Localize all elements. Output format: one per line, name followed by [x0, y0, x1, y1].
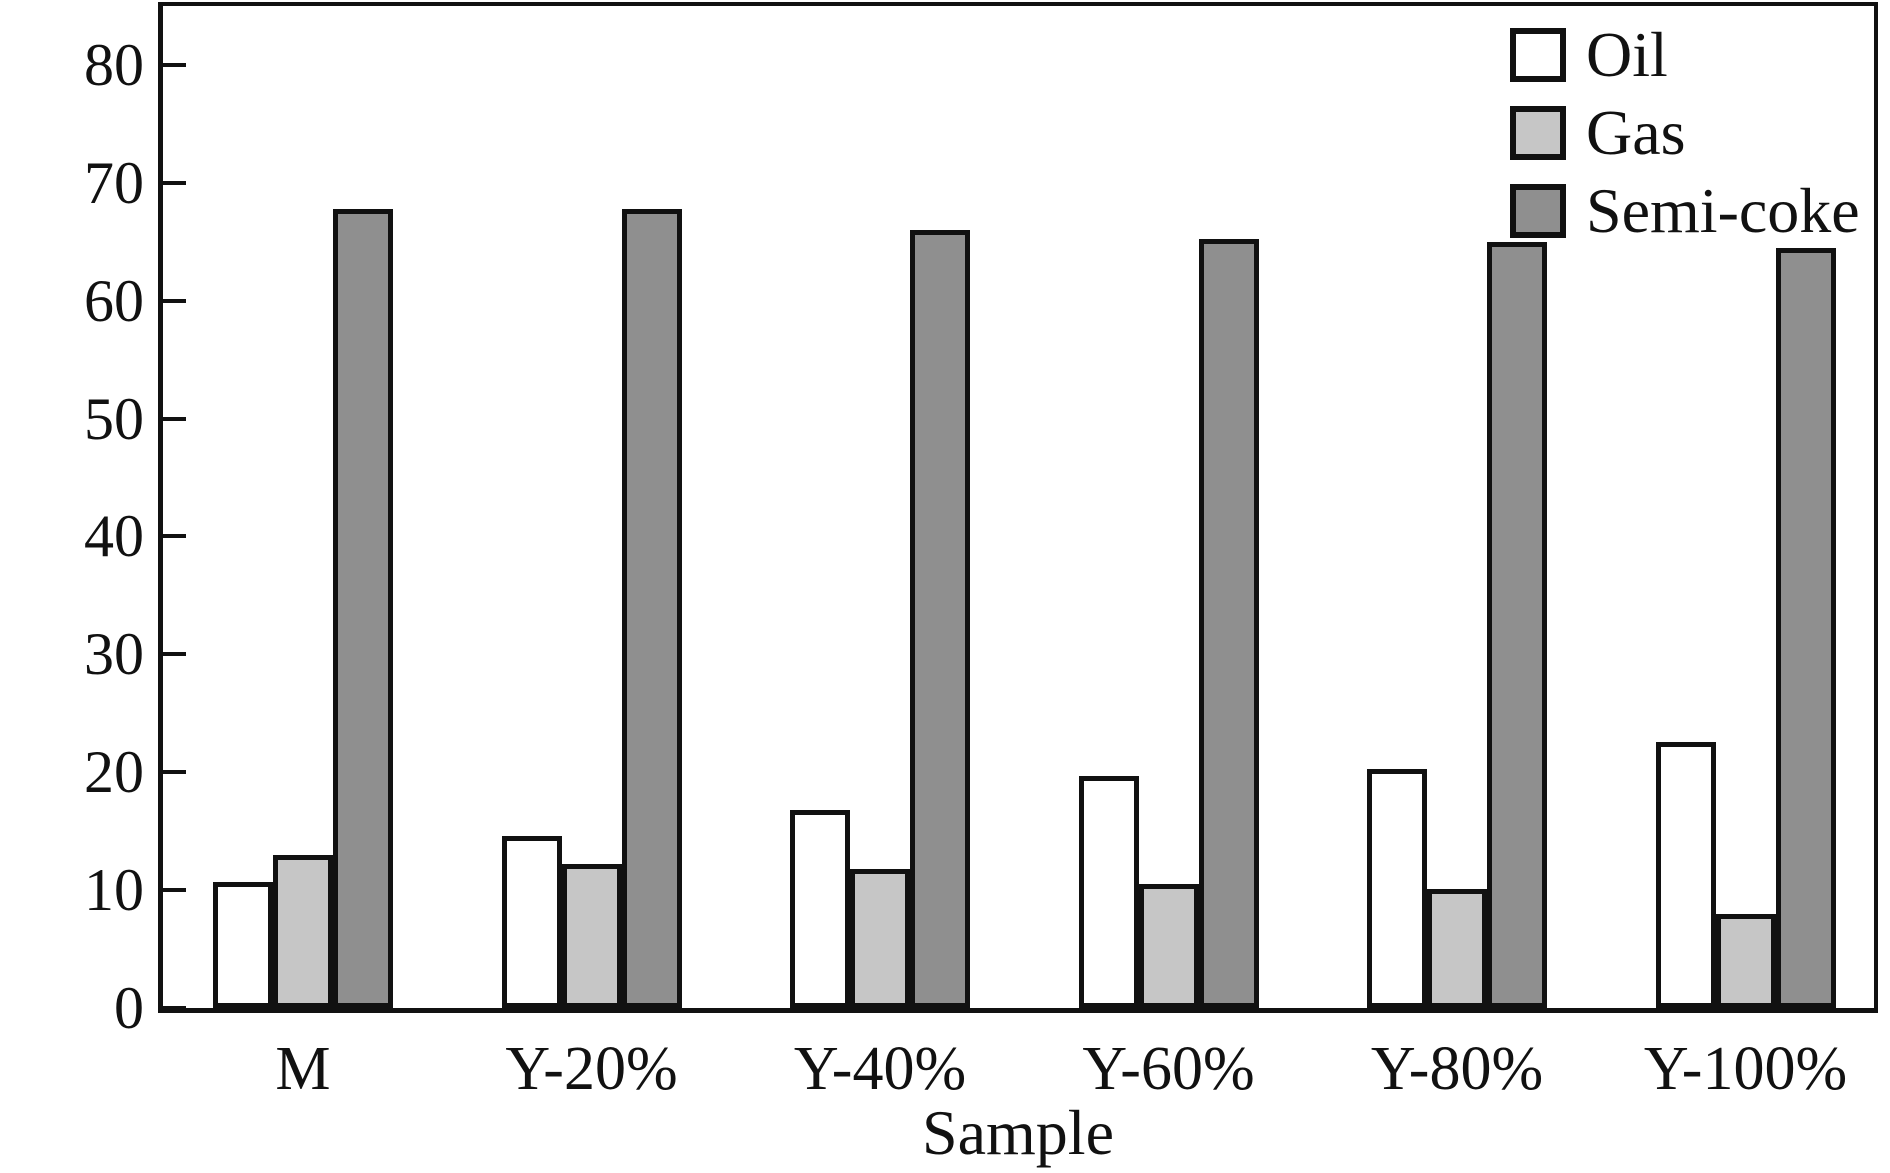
bar-oil-y-40% [790, 810, 850, 1008]
plot-area: Oil Gas Semi-coke [158, 2, 1878, 1013]
bar-gas-y-80% [1427, 889, 1487, 1008]
bar-gas-y-20% [561, 864, 622, 1008]
x-tick-label-y-80%: Y-80% [1370, 1035, 1544, 1103]
bar-semi-coke-y-60% [1198, 239, 1259, 1008]
x-tick-label-y-60%: Y-60% [1082, 1035, 1255, 1103]
bar-semi-coke-y-80% [1487, 242, 1547, 1008]
bar-semi-coke-m [333, 209, 393, 1008]
legend-swatch-semi-coke [1510, 184, 1566, 238]
legend-label-oil: Oil [1586, 19, 1668, 90]
bar-oil-y-60% [1078, 776, 1139, 1008]
y-tick-30 [163, 652, 186, 657]
x-axis-title: Sample [922, 1097, 1114, 1168]
y-tick-70 [163, 180, 186, 185]
legend-row-semi-coke: Semi-coke [1510, 178, 1860, 244]
x-tick-label-y-20%: Y-20% [505, 1035, 678, 1103]
y-tick-label-10: 10 [84, 857, 144, 924]
y-tick-label-30: 30 [84, 621, 144, 688]
y-tick-label-0: 0 [114, 975, 144, 1041]
legend-swatch-gas [1510, 106, 1566, 160]
bar-gas-m [273, 855, 333, 1008]
y-tick-0 [163, 1006, 186, 1010]
bar-semi-coke-y-100% [1775, 248, 1836, 1008]
y-tick-60 [163, 298, 186, 303]
legend-row-oil: Oil [1510, 22, 1860, 88]
y-tick-50 [163, 416, 186, 421]
bar-gas-y-40% [850, 869, 910, 1008]
bar-gas-y-100% [1715, 914, 1776, 1008]
legend-label-semi-coke: Semi-coke [1586, 175, 1860, 246]
x-tick-label-y-100%: Y-100% [1643, 1035, 1848, 1103]
y-tick-label-20: 20 [84, 739, 144, 806]
legend-swatch-oil [1510, 28, 1566, 82]
y-tick-label-50: 50 [84, 385, 144, 452]
y-tick-20 [163, 770, 186, 775]
x-tick-label-m: M [275, 1035, 331, 1103]
y-tick-40 [163, 534, 186, 539]
bar-semi-coke-y-20% [621, 209, 682, 1008]
bar-oil-y-80% [1367, 769, 1427, 1008]
legend-label-gas: Gas [1586, 97, 1686, 168]
bar-oil-m [213, 882, 273, 1008]
y-tick-label-80: 80 [84, 31, 144, 98]
y-tick-label-40: 40 [84, 503, 144, 570]
y-tick-10 [163, 888, 186, 893]
bar-semi-coke-y-40% [910, 230, 970, 1008]
y-tick-label-70: 70 [84, 149, 144, 216]
legend-row-gas: Gas [1510, 100, 1860, 166]
legend: Oil Gas Semi-coke [1510, 22, 1860, 256]
bar-oil-y-20% [501, 836, 562, 1008]
bar-gas-y-60% [1138, 884, 1199, 1008]
x-tick-label-y-40%: Y-40% [793, 1035, 967, 1103]
y-tick-80 [163, 62, 186, 67]
y-tick-label-60: 60 [84, 267, 144, 334]
bar-oil-y-100% [1655, 742, 1716, 1008]
